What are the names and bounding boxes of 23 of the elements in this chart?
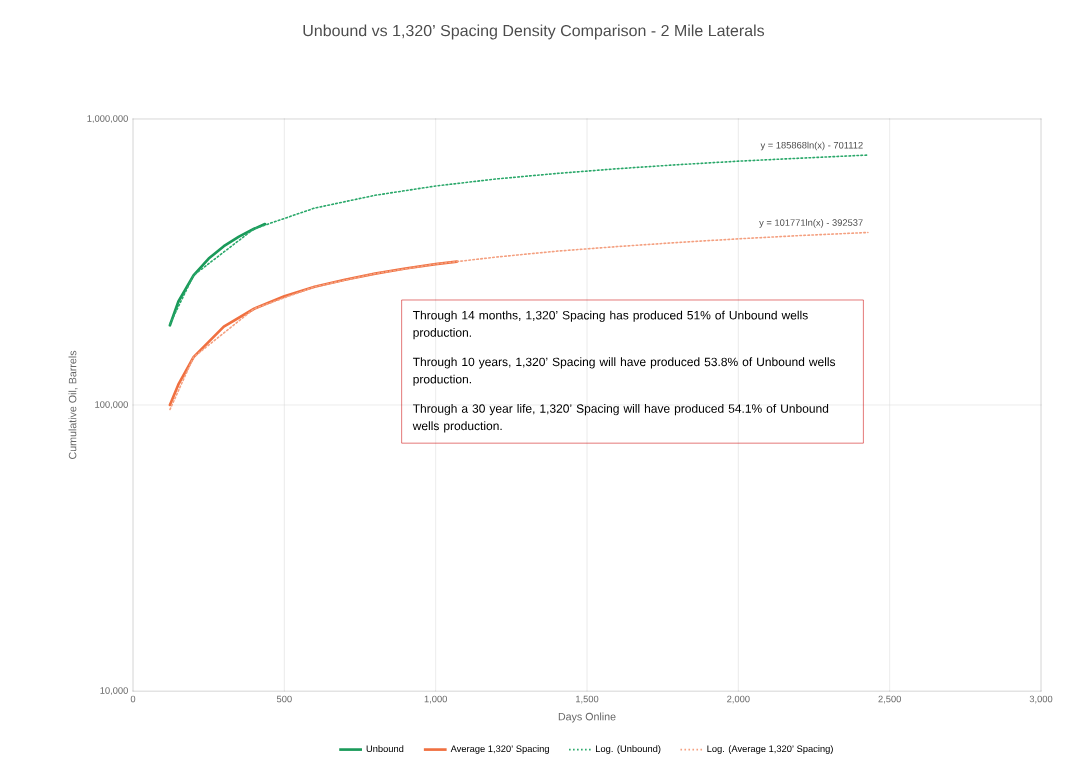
legend-label: Average 1,320’ Spacing (450, 745, 549, 754)
legend-label: Log. (Unbound) (596, 745, 661, 754)
x-tick-label: 0 (130, 695, 136, 703)
x-tick-label: 2,500 (878, 695, 901, 704)
y-tick-label: 10,000 (100, 687, 128, 695)
annotation: y = 101771ln(x) - 392537 (759, 219, 863, 228)
x-tick-label: 1,000 (424, 695, 447, 704)
x-tick-label: 500 (276, 695, 292, 703)
line-series (169, 154, 869, 325)
x-tick-label: 1,500 (576, 695, 599, 704)
legend-label: Log. (Average 1,320’ Spacing) (707, 745, 833, 754)
x-tick-label: 3,000 (1029, 695, 1053, 704)
annotation: Through a 30 year life, 1,320’ Spacing will have produced 54.1% of Unbound wells production. (412, 403, 829, 433)
y-tick-label: 100,000 (95, 401, 128, 409)
x-axis-title: Days Online (558, 712, 616, 723)
annotation: y = 185868ln(x) - 701112 (760, 141, 863, 151)
annotation: Through 14 months, 1,320’ Spacing has produced 51% of Unbound wells production. (412, 310, 808, 340)
annotation: Through 10 years, 1,320’ Spacing will have produced 53.8% of Unbound wells production. (412, 357, 836, 386)
x-tick-label: 2,000 (727, 695, 750, 704)
chart-title: Unbound vs 1,320’ Spacing Density Comparison - 2 Mile Laterals (303, 24, 765, 40)
y-axis-title: Cumulative Oil, Barrels (68, 350, 78, 459)
y-tick-label: 1,000,000 (87, 115, 128, 123)
legend-label: Unbound (366, 745, 404, 753)
